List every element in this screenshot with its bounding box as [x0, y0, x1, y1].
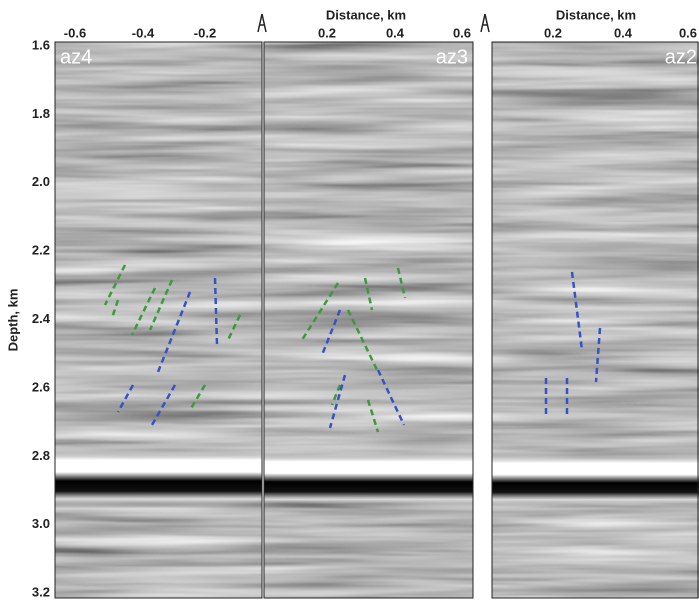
panel-label: az3: [436, 46, 468, 68]
x-tick-label: -0.6: [64, 25, 86, 40]
y-tick-label: 2.0: [32, 174, 50, 189]
panel-label: az2: [665, 46, 697, 68]
x-tick-label: 0.6: [453, 25, 471, 40]
y-tick-label: 1.8: [32, 106, 50, 121]
y-tick-label: 3.0: [32, 516, 50, 531]
fault-lines: [103, 264, 602, 433]
x-tick-label: -0.4: [132, 25, 155, 40]
y-tick-label: 2.8: [32, 448, 50, 463]
x-tick-label: 0.6: [679, 25, 697, 40]
x-tick-label: 0.4: [386, 25, 405, 40]
panel-az2: [491, 41, 699, 599]
y-tick-label: 2.2: [32, 243, 50, 258]
x-axis-title: Distance, km: [326, 7, 406, 22]
azimuth-icon: [480, 13, 490, 33]
panel-az4: [54, 41, 263, 599]
x-tick-label: 0.4: [614, 25, 633, 40]
y-tick-label: 1.6: [32, 37, 50, 52]
panel-az3: [263, 41, 474, 599]
azimuth-icon: [257, 13, 267, 33]
x-tick-label: 0.2: [544, 25, 562, 40]
x-tick-label: -0.2: [194, 25, 216, 40]
y-tick-label: 2.6: [32, 379, 50, 394]
y-tick-label: 2.4: [32, 311, 51, 326]
y-axis-title: Depth, km: [5, 289, 20, 352]
panel-label: az4: [60, 46, 92, 68]
x-tick-label: 0.2: [318, 25, 336, 40]
ticks: 1.6 1.8 2.0 2.2 2.4 2.6 2.8 3.0 3.2 -0.6 -0.4 -0.2 0…: [32, 25, 697, 599]
x-axis-title: Distance, km: [556, 7, 636, 22]
y-tick-label: 3.2: [32, 584, 50, 599]
